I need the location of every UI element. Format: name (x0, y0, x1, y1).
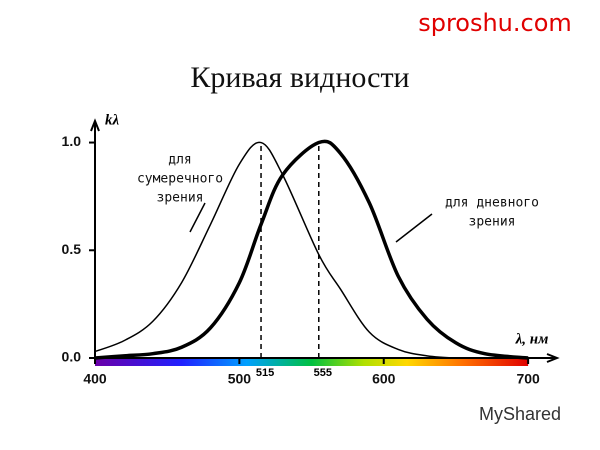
curve-annotation: зрения (469, 215, 516, 230)
curve (94, 141, 529, 359)
x-axis-label: λ, нм (515, 331, 549, 347)
leader-line (395, 213, 433, 243)
curve-annotation: сумеречного (137, 172, 223, 187)
curve-annotation: для дневного (445, 196, 539, 211)
y-tick-label: 0.5 (62, 241, 82, 257)
brand: MyShared (479, 404, 561, 424)
y-axis-label: kλ (105, 112, 120, 128)
chart-title: Кривая видности (190, 61, 409, 94)
peak-label: 555 (314, 367, 332, 379)
curve-annotation: для (168, 153, 191, 168)
leader-line (189, 202, 206, 233)
y-tick-label: 0.0 (62, 349, 82, 365)
x-tick-label: 400 (83, 371, 107, 387)
curve (94, 139, 529, 360)
y-tick-label: 1.0 (62, 133, 82, 149)
spectrum-bar (95, 358, 529, 366)
curve-annotation: зрения (157, 191, 204, 206)
x-tick-label: 500 (228, 371, 252, 387)
y-arrow (90, 118, 100, 132)
x-tick-label: 600 (372, 371, 396, 387)
peak-label: 515 (256, 367, 274, 379)
x-tick-label: 700 (516, 371, 540, 387)
watermark: sproshu.com (418, 9, 572, 37)
x-arrow (546, 353, 560, 363)
